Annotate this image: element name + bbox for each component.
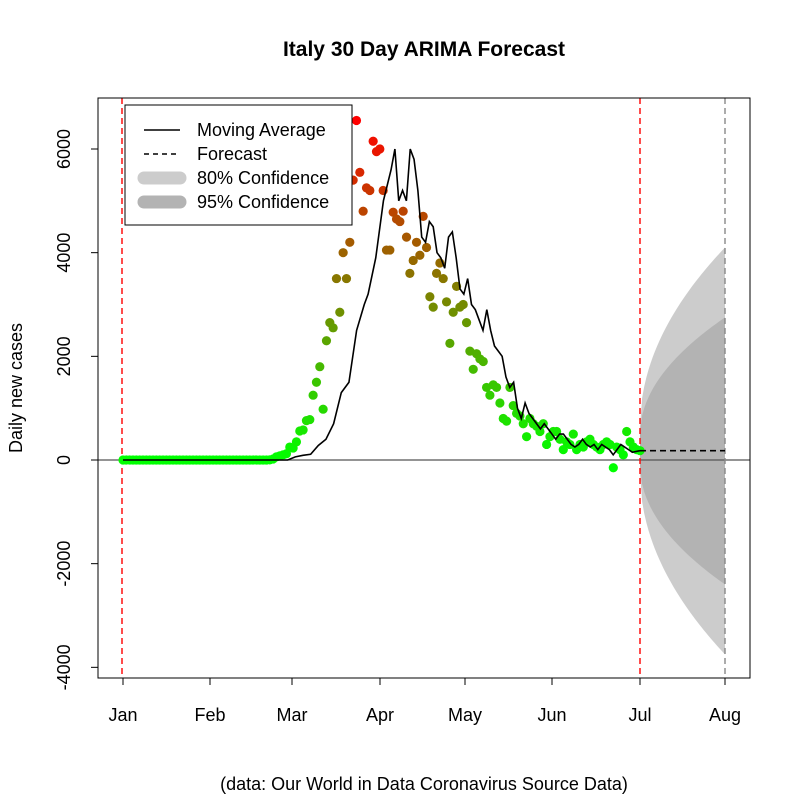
data-point xyxy=(558,445,568,455)
data-point xyxy=(421,242,432,253)
data-point xyxy=(501,416,512,426)
axes: -4000 -2000 0 2000 4000 6000 Jan Feb Mar Apr May Ju… xyxy=(54,97,751,725)
data-point xyxy=(445,338,455,348)
data-source-caption: (data: Our World in Data Coronavirus Sou… xyxy=(220,774,628,794)
x-tick-label: Jun xyxy=(537,705,566,725)
data-point xyxy=(291,437,302,447)
data-point xyxy=(458,299,468,310)
data-point xyxy=(535,426,545,437)
data-point xyxy=(478,356,488,367)
data-point xyxy=(358,206,368,216)
data-point xyxy=(415,250,425,260)
chart-title: Italy 30 Day ARIMA Forecast xyxy=(283,38,565,61)
data-point xyxy=(338,248,348,258)
plot-frame xyxy=(97,97,751,679)
data-point xyxy=(461,318,472,328)
data-point xyxy=(542,439,552,450)
x-tick-label: Jul xyxy=(628,705,651,725)
data-point xyxy=(405,268,415,278)
data-point xyxy=(485,390,495,400)
data-point xyxy=(328,323,338,333)
data-point xyxy=(425,292,435,302)
data-point xyxy=(431,268,442,278)
data-point xyxy=(385,245,395,255)
data-point xyxy=(311,377,322,387)
x-tick-label: Feb xyxy=(194,705,225,725)
x-tick-label: May xyxy=(448,705,482,725)
y-tick-label: 4000 xyxy=(54,233,74,273)
data-point xyxy=(438,273,448,284)
x-tick-label: Apr xyxy=(366,705,394,725)
y-tick-label: 6000 xyxy=(54,129,74,169)
x-tick-label: Jan xyxy=(108,705,137,725)
y-tick-label: 0 xyxy=(54,455,74,465)
x-tick-label: Mar xyxy=(277,705,308,725)
data-point xyxy=(331,273,342,284)
y-tick-label: -2000 xyxy=(54,541,74,587)
data-point xyxy=(521,432,532,442)
data-point xyxy=(618,450,628,460)
data-point xyxy=(365,185,375,196)
moving-average-line xyxy=(123,148,641,461)
data-point xyxy=(315,362,325,372)
data-point xyxy=(565,439,575,450)
data-point xyxy=(375,144,385,154)
data-point xyxy=(495,398,505,408)
data-point xyxy=(468,364,478,374)
plot-area xyxy=(98,98,750,678)
data-point xyxy=(318,404,328,414)
data-point xyxy=(335,307,345,317)
data-point xyxy=(491,382,502,393)
data-point xyxy=(448,307,458,317)
legend-label: 80% Confidence xyxy=(197,168,329,188)
legend: Moving Average Forecast 80% Confidence 95% … xyxy=(124,104,353,226)
data-point xyxy=(518,419,528,429)
data-point xyxy=(321,336,332,346)
y-tick-label: -4000 xyxy=(54,644,74,690)
data-point xyxy=(428,302,438,312)
y-axis-label: Daily new cases xyxy=(6,323,26,453)
x-tick-label: Aug xyxy=(709,705,741,725)
data-point xyxy=(411,237,422,247)
data-point xyxy=(368,136,378,146)
data-point xyxy=(568,429,578,439)
data-point xyxy=(395,216,405,227)
data-point xyxy=(298,425,308,435)
data-point xyxy=(441,297,452,307)
data-point xyxy=(355,167,365,177)
legend-label: Forecast xyxy=(197,144,267,164)
data-point xyxy=(351,115,362,126)
data-point xyxy=(308,390,318,400)
data-point xyxy=(305,414,315,425)
data-point xyxy=(622,426,632,437)
data-point xyxy=(345,237,355,247)
legend-label: Moving Average xyxy=(197,120,326,140)
data-point xyxy=(408,255,418,266)
y-tick-label: 2000 xyxy=(54,336,74,376)
data-point xyxy=(398,206,408,216)
data-point xyxy=(341,273,352,284)
data-point xyxy=(401,232,412,242)
data-point xyxy=(508,400,518,411)
legend-label: 95% Confidence xyxy=(197,192,329,212)
data-point xyxy=(608,463,618,473)
